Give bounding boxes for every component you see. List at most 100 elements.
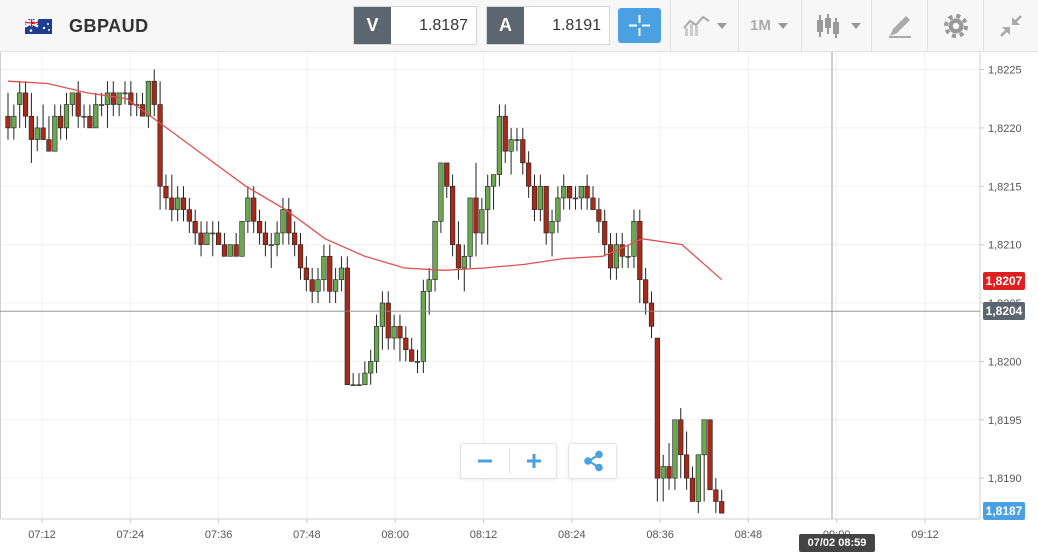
settings-button[interactable] [928,0,983,52]
candle[interactable] [99,92,105,117]
candle[interactable] [531,174,538,222]
candle[interactable] [526,151,532,198]
candle[interactable] [145,80,152,128]
candle[interactable] [204,221,210,245]
candle[interactable] [490,174,497,210]
candle[interactable] [438,162,444,233]
candle[interactable] [613,232,619,280]
share-button[interactable] [568,443,617,479]
candle[interactable] [221,232,228,257]
candle[interactable] [93,92,99,129]
candle[interactable] [403,326,409,362]
candle[interactable] [683,431,690,490]
candle[interactable] [508,127,514,175]
candle[interactable] [479,197,485,245]
candle[interactable] [292,221,298,257]
candle[interactable] [414,349,421,374]
candle[interactable] [596,197,602,233]
candle[interactable] [666,443,672,490]
candle[interactable] [537,174,543,222]
candle[interactable] [186,197,192,233]
candle[interactable] [566,185,573,210]
candle[interactable] [128,81,134,117]
candle[interactable] [210,221,216,257]
candle[interactable] [362,361,368,386]
bid-quote-box[interactable]: V 1.8187 [353,6,477,45]
candle[interactable] [303,256,309,292]
candle[interactable] [514,127,520,152]
candle[interactable] [467,197,473,268]
candle[interactable] [485,174,491,245]
candle[interactable] [561,174,567,210]
candle[interactable] [373,314,380,374]
candle[interactable] [713,478,719,514]
candle[interactable] [139,92,146,117]
candle[interactable] [654,337,660,502]
candle[interactable] [695,454,701,514]
candle[interactable] [502,104,508,163]
candle[interactable] [678,408,684,479]
candle[interactable] [461,244,467,292]
candle[interactable] [69,92,75,117]
candle[interactable] [309,267,315,304]
drawing-tools-button[interactable] [872,0,927,52]
candle[interactable] [631,209,637,268]
candle[interactable] [350,373,356,387]
candle[interactable] [643,267,649,315]
candle[interactable] [256,209,263,245]
chart-type-button[interactable] [671,0,738,52]
candle[interactable] [198,221,204,257]
candle[interactable] [28,92,35,163]
candle[interactable] [391,314,397,350]
candle[interactable] [332,267,339,304]
candle[interactable] [175,186,181,222]
candle[interactable] [549,209,555,257]
candle[interactable] [151,69,157,117]
candle[interactable] [233,232,239,257]
candle[interactable] [216,221,222,245]
candle[interactable] [87,104,93,129]
candle[interactable] [22,81,29,128]
candle[interactable] [520,127,526,175]
candle[interactable] [157,81,163,210]
candle[interactable] [672,419,678,490]
candle[interactable] [432,220,438,292]
candle[interactable] [379,291,386,350]
candle[interactable] [169,174,175,222]
candle[interactable] [701,419,707,502]
candle[interactable] [286,197,292,245]
candle[interactable] [122,81,128,105]
candle[interactable] [648,291,655,339]
candle[interactable] [52,104,58,152]
candle[interactable] [578,185,584,210]
candle[interactable] [268,232,274,268]
candle[interactable] [426,267,432,315]
candle[interactable] [572,186,579,210]
candle[interactable] [397,314,403,362]
candle[interactable] [192,209,198,245]
candle-style-button[interactable] [802,0,871,52]
candle[interactable] [689,466,696,502]
candle[interactable] [719,489,725,514]
candle[interactable] [40,104,46,140]
candle[interactable] [163,174,169,210]
candle[interactable] [180,186,187,222]
candle[interactable] [496,104,503,187]
candle[interactable] [5,92,11,140]
candle[interactable] [34,116,40,152]
candle[interactable] [338,256,345,292]
candle[interactable] [58,104,64,140]
candle[interactable] [274,221,280,257]
candle[interactable] [555,186,561,233]
candle[interactable] [590,186,596,210]
candle[interactable] [344,256,350,386]
timeframe-button[interactable]: 1M [739,0,801,52]
candle[interactable] [239,220,245,257]
crosshair-button[interactable] [618,8,661,43]
candle[interactable] [543,185,549,245]
collapse-button[interactable] [984,0,1038,52]
candle[interactable] [110,81,116,117]
candle[interactable] [262,221,269,257]
candle[interactable] [227,244,233,257]
price-chart[interactable]: 1,82251,82201,82151,82101,82051,82001,81… [0,52,1038,556]
